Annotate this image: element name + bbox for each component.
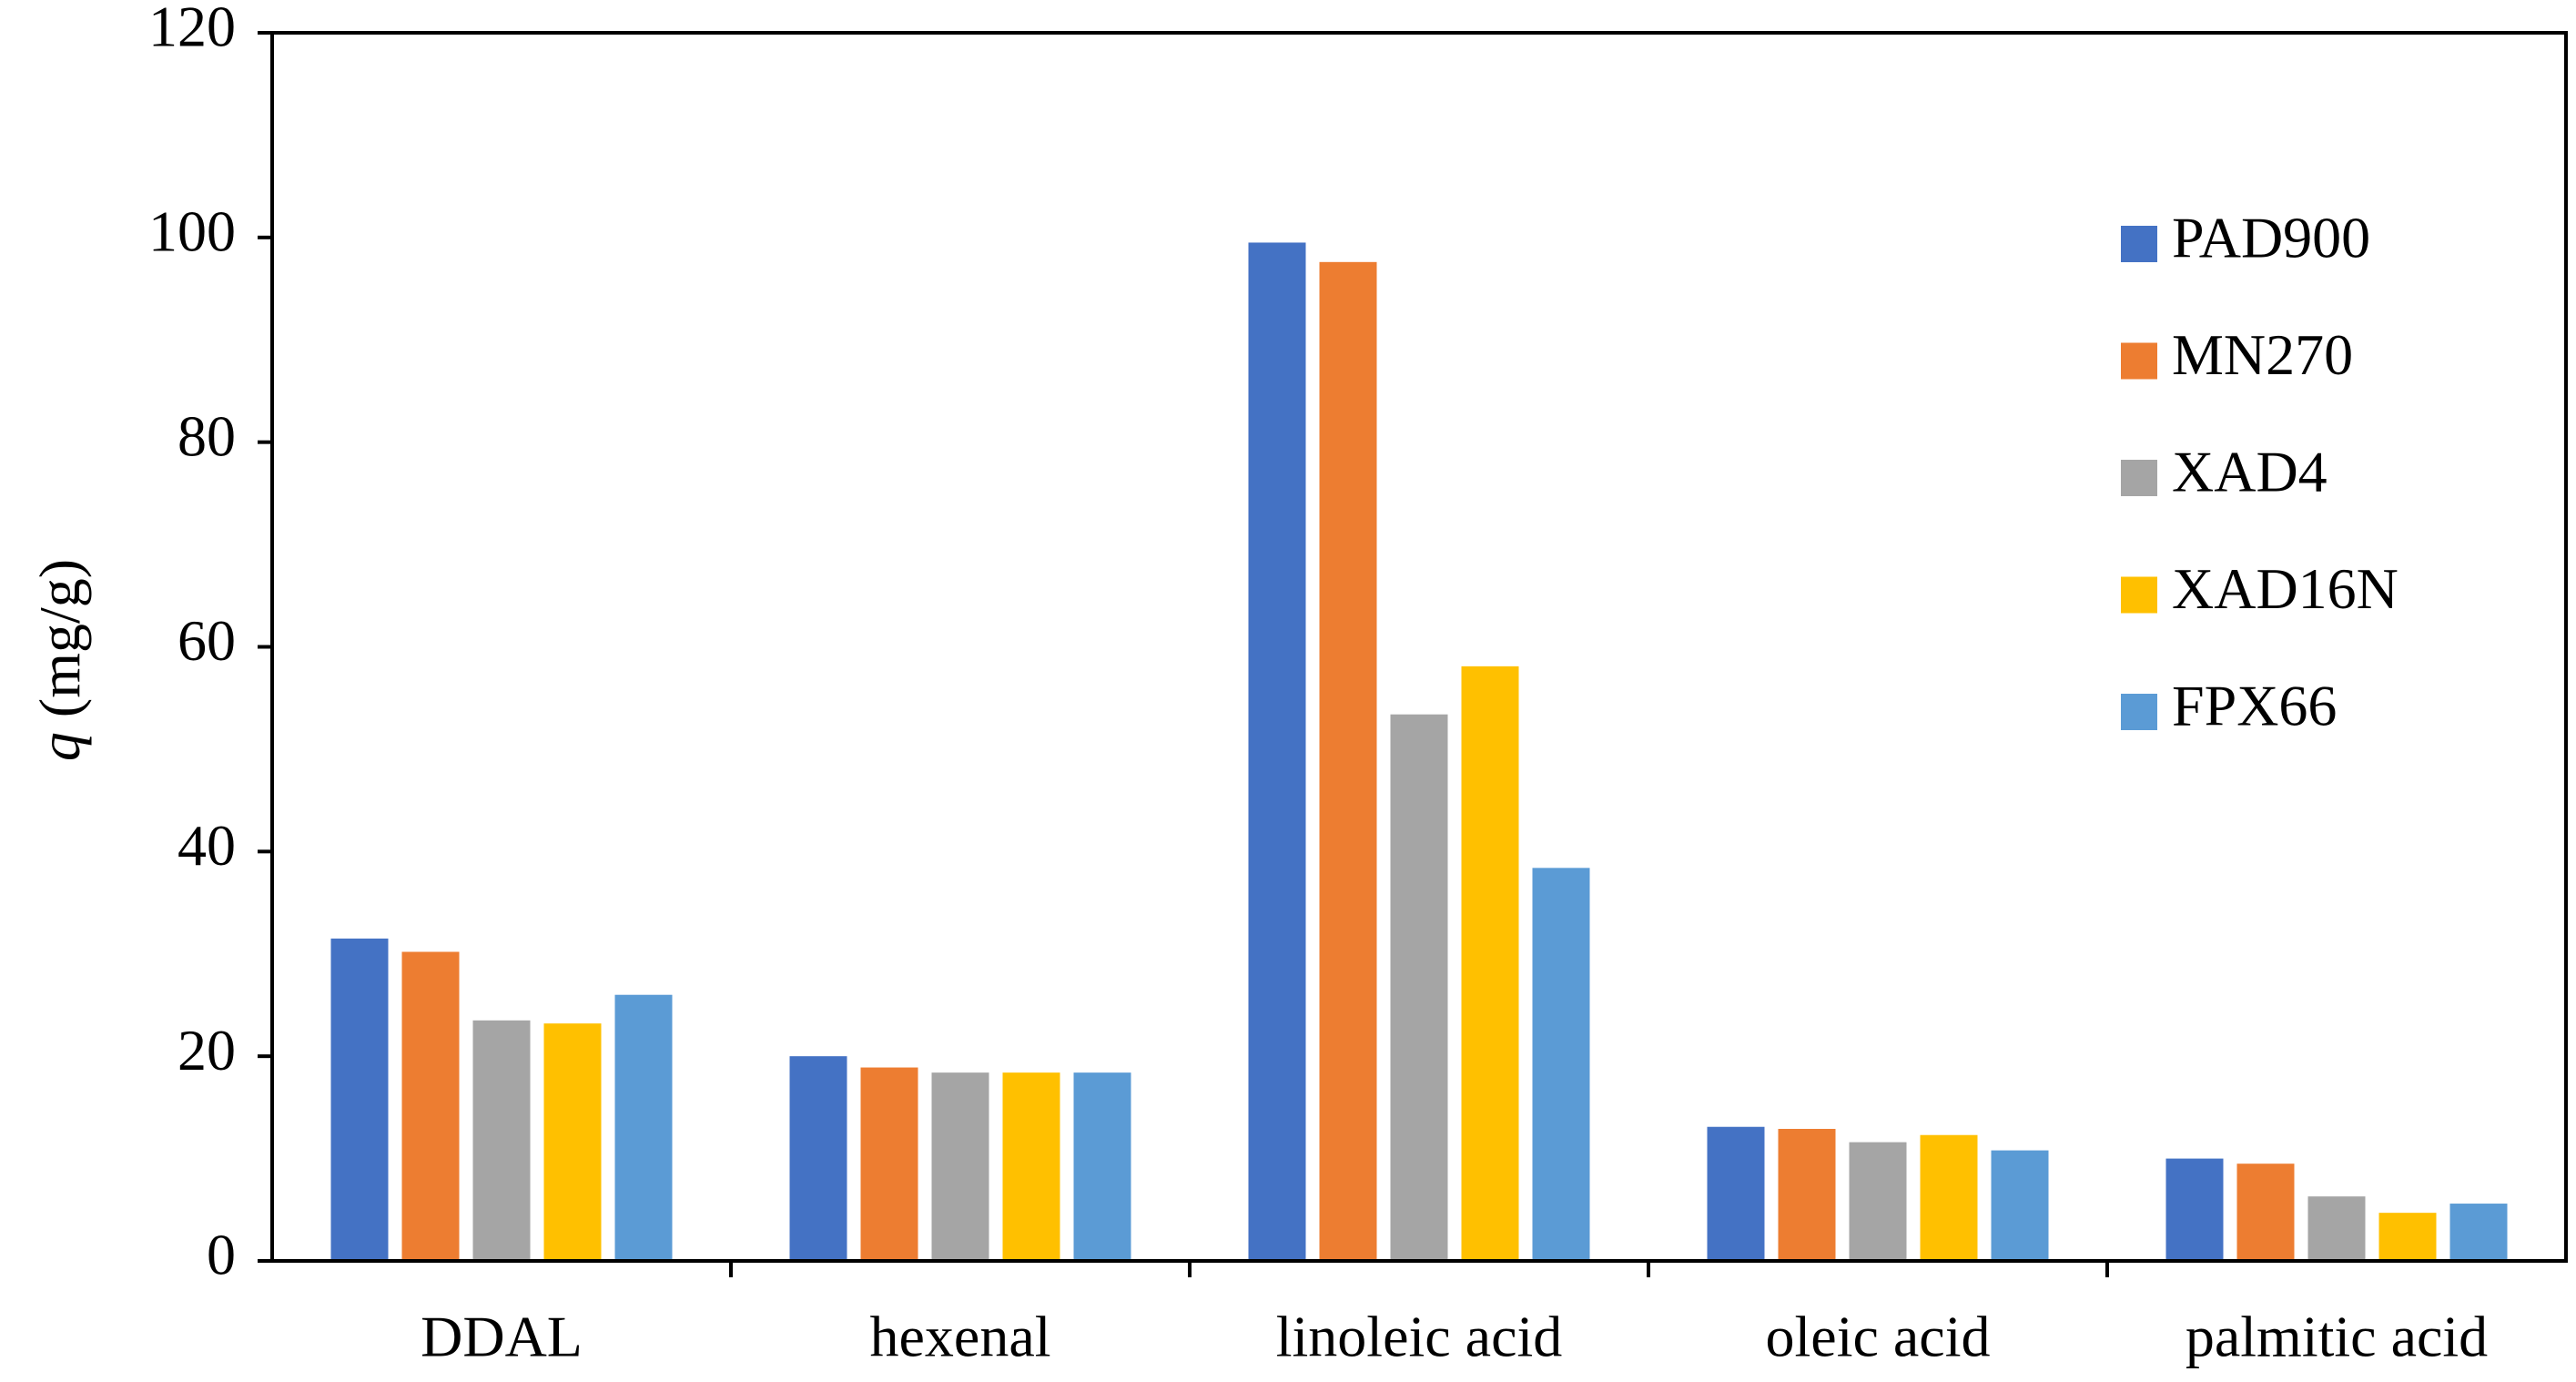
legend-swatch bbox=[2121, 694, 2157, 730]
bar bbox=[789, 1056, 847, 1261]
y-axis-symbol: q bbox=[27, 732, 92, 761]
bar bbox=[1991, 1150, 2049, 1261]
legend-swatch bbox=[2121, 460, 2157, 496]
bar bbox=[1707, 1126, 1765, 1261]
bar bbox=[860, 1067, 918, 1261]
bar bbox=[1248, 242, 1306, 1262]
x-tick-label: palmitic acid bbox=[2186, 1305, 2488, 1369]
bar bbox=[543, 1023, 602, 1261]
y-axis-unit: (mg/g) bbox=[27, 559, 92, 717]
bar bbox=[1073, 1072, 1131, 1261]
bar bbox=[2307, 1196, 2366, 1261]
bar bbox=[1002, 1072, 1060, 1261]
y-tick-label: 100 bbox=[148, 199, 236, 264]
bar bbox=[931, 1072, 989, 1261]
x-tick-label: DDAL bbox=[421, 1305, 583, 1369]
y-axis-label: q (mg/g) bbox=[27, 559, 92, 761]
legend-label: XAD4 bbox=[2172, 440, 2328, 504]
bar bbox=[1778, 1128, 1836, 1261]
legend-swatch bbox=[2121, 226, 2157, 262]
bar bbox=[401, 951, 460, 1261]
legend-label: PAD900 bbox=[2172, 206, 2370, 270]
bar bbox=[614, 994, 673, 1261]
plot-frame bbox=[270, 31, 2568, 1263]
y-tick-label: 120 bbox=[148, 0, 236, 59]
x-tick-label: oleic acid bbox=[1766, 1305, 1991, 1369]
bar bbox=[2449, 1204, 2508, 1261]
y-tick-label: 40 bbox=[177, 813, 236, 878]
bar bbox=[472, 1020, 531, 1261]
bar bbox=[1532, 868, 1590, 1261]
y-tick-label: 80 bbox=[177, 403, 236, 468]
y-tick-label: 20 bbox=[177, 1018, 236, 1082]
bar bbox=[1319, 261, 1377, 1261]
legend-swatch bbox=[2121, 576, 2157, 614]
bar bbox=[1390, 714, 1448, 1261]
bar bbox=[1920, 1134, 1978, 1261]
bar bbox=[2236, 1164, 2295, 1261]
bar bbox=[2165, 1158, 2224, 1261]
legend-label: FPX66 bbox=[2172, 674, 2337, 738]
legend-swatch bbox=[2121, 342, 2157, 380]
bar bbox=[1461, 666, 1519, 1261]
legend-label: XAD16N bbox=[2172, 556, 2399, 621]
legend-label: MN270 bbox=[2172, 322, 2353, 387]
x-tick-label: linoleic acid bbox=[1276, 1305, 1563, 1369]
x-tick-label: hexenal bbox=[870, 1305, 1051, 1369]
y-tick-label: 0 bbox=[207, 1223, 236, 1287]
bar bbox=[330, 938, 389, 1261]
y-tick-label: 60 bbox=[177, 608, 236, 673]
bar bbox=[2378, 1213, 2437, 1261]
bar bbox=[1849, 1142, 1907, 1261]
